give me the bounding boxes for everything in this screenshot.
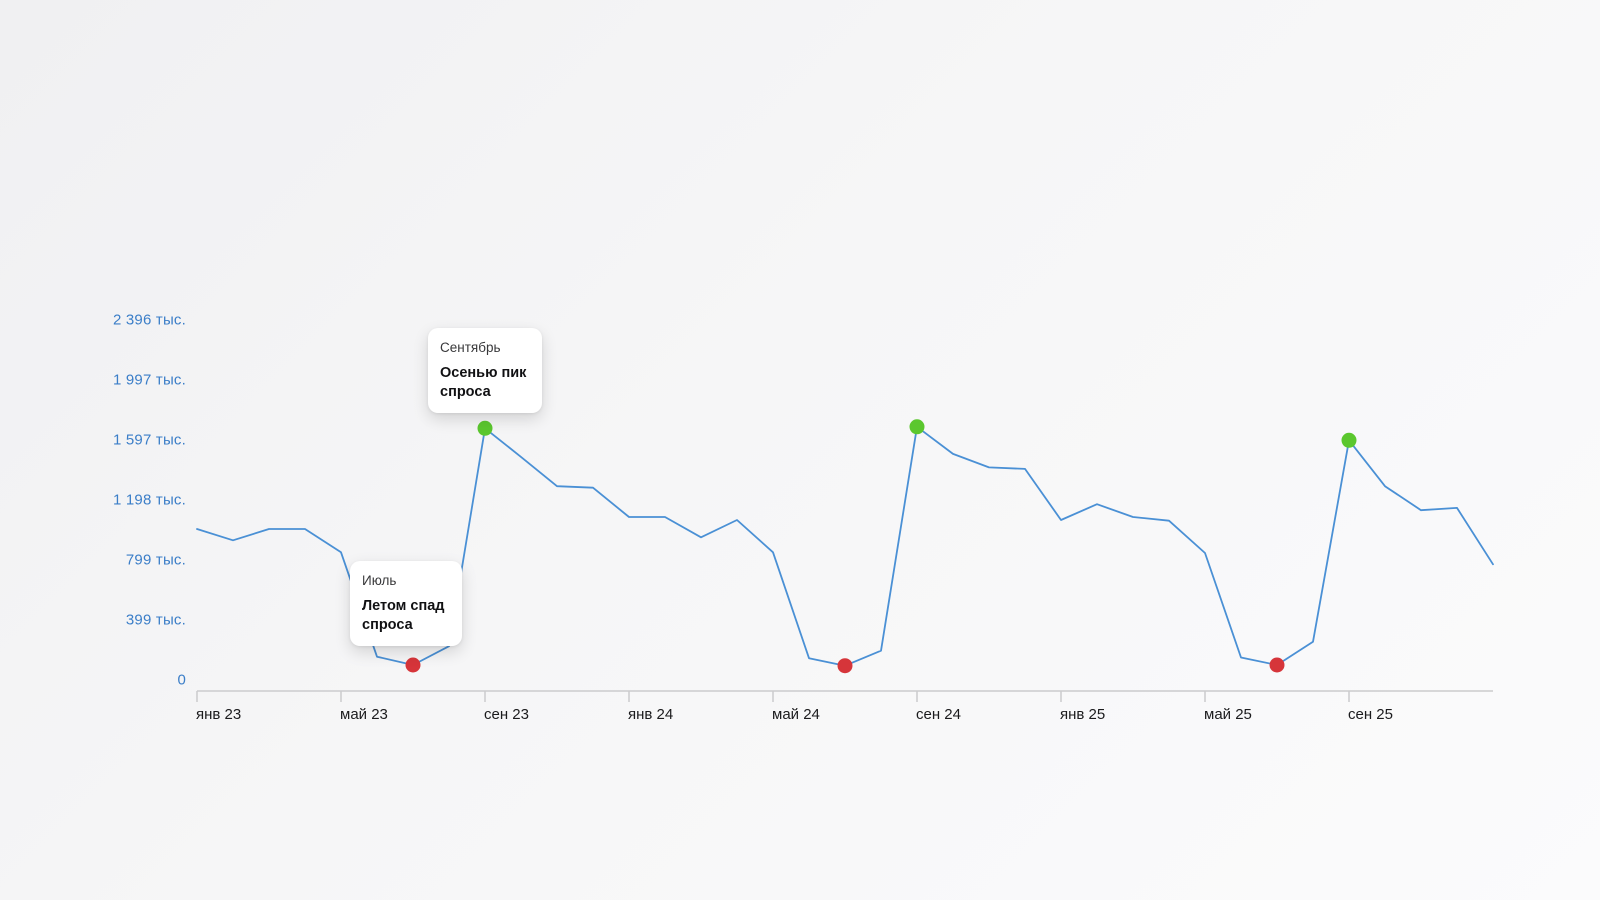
tooltip-autumn-peak: Сентябрь Осенью пик спроса bbox=[428, 328, 542, 413]
tooltip-title: Сентябрь bbox=[440, 340, 501, 355]
x-axis-tick-label: сен 25 bbox=[1348, 706, 1393, 723]
y-axis-tick-label: 0 bbox=[177, 671, 186, 689]
tooltip-title: Июль bbox=[362, 573, 397, 588]
y-axis-tick-label: 1 198 тыс. bbox=[112, 491, 186, 509]
tooltip-text: Летом спад спроса bbox=[362, 598, 445, 633]
y-axis-tick-label: 2 396 тыс. bbox=[112, 311, 186, 329]
x-axis-tick-label: май 24 bbox=[772, 706, 820, 723]
x-axis-tick-label: май 23 bbox=[340, 706, 388, 723]
peak-marker[interactable] bbox=[909, 419, 925, 435]
x-axis-tick-label: сен 24 bbox=[916, 706, 961, 723]
x-axis-tick-label: янв 25 bbox=[1060, 706, 1106, 723]
y-axis-tick-label: 399 тыс. bbox=[125, 611, 186, 629]
y-axis-tick-label: 1 597 тыс. bbox=[112, 431, 186, 449]
tooltip-text: Осенью пик спроса bbox=[440, 365, 527, 400]
x-axis-tick-label: май 25 bbox=[1204, 706, 1252, 723]
trough-marker[interactable] bbox=[1269, 657, 1285, 673]
x-axis-tick-label: сен 23 bbox=[484, 706, 529, 723]
x-axis-tick-label: янв 23 bbox=[196, 706, 242, 723]
y-axis-tick-label: 1 997 тыс. bbox=[112, 371, 186, 389]
peak-marker[interactable] bbox=[1341, 432, 1357, 448]
y-axis-tick-label: 799 тыс. bbox=[125, 551, 186, 569]
trough-marker[interactable] bbox=[405, 657, 421, 673]
tooltip-summer-dip: Июль Летом спад спроса bbox=[350, 561, 462, 646]
peak-marker[interactable] bbox=[477, 420, 493, 436]
x-axis-tick-label: янв 24 bbox=[628, 706, 674, 723]
trough-marker[interactable] bbox=[837, 658, 853, 674]
